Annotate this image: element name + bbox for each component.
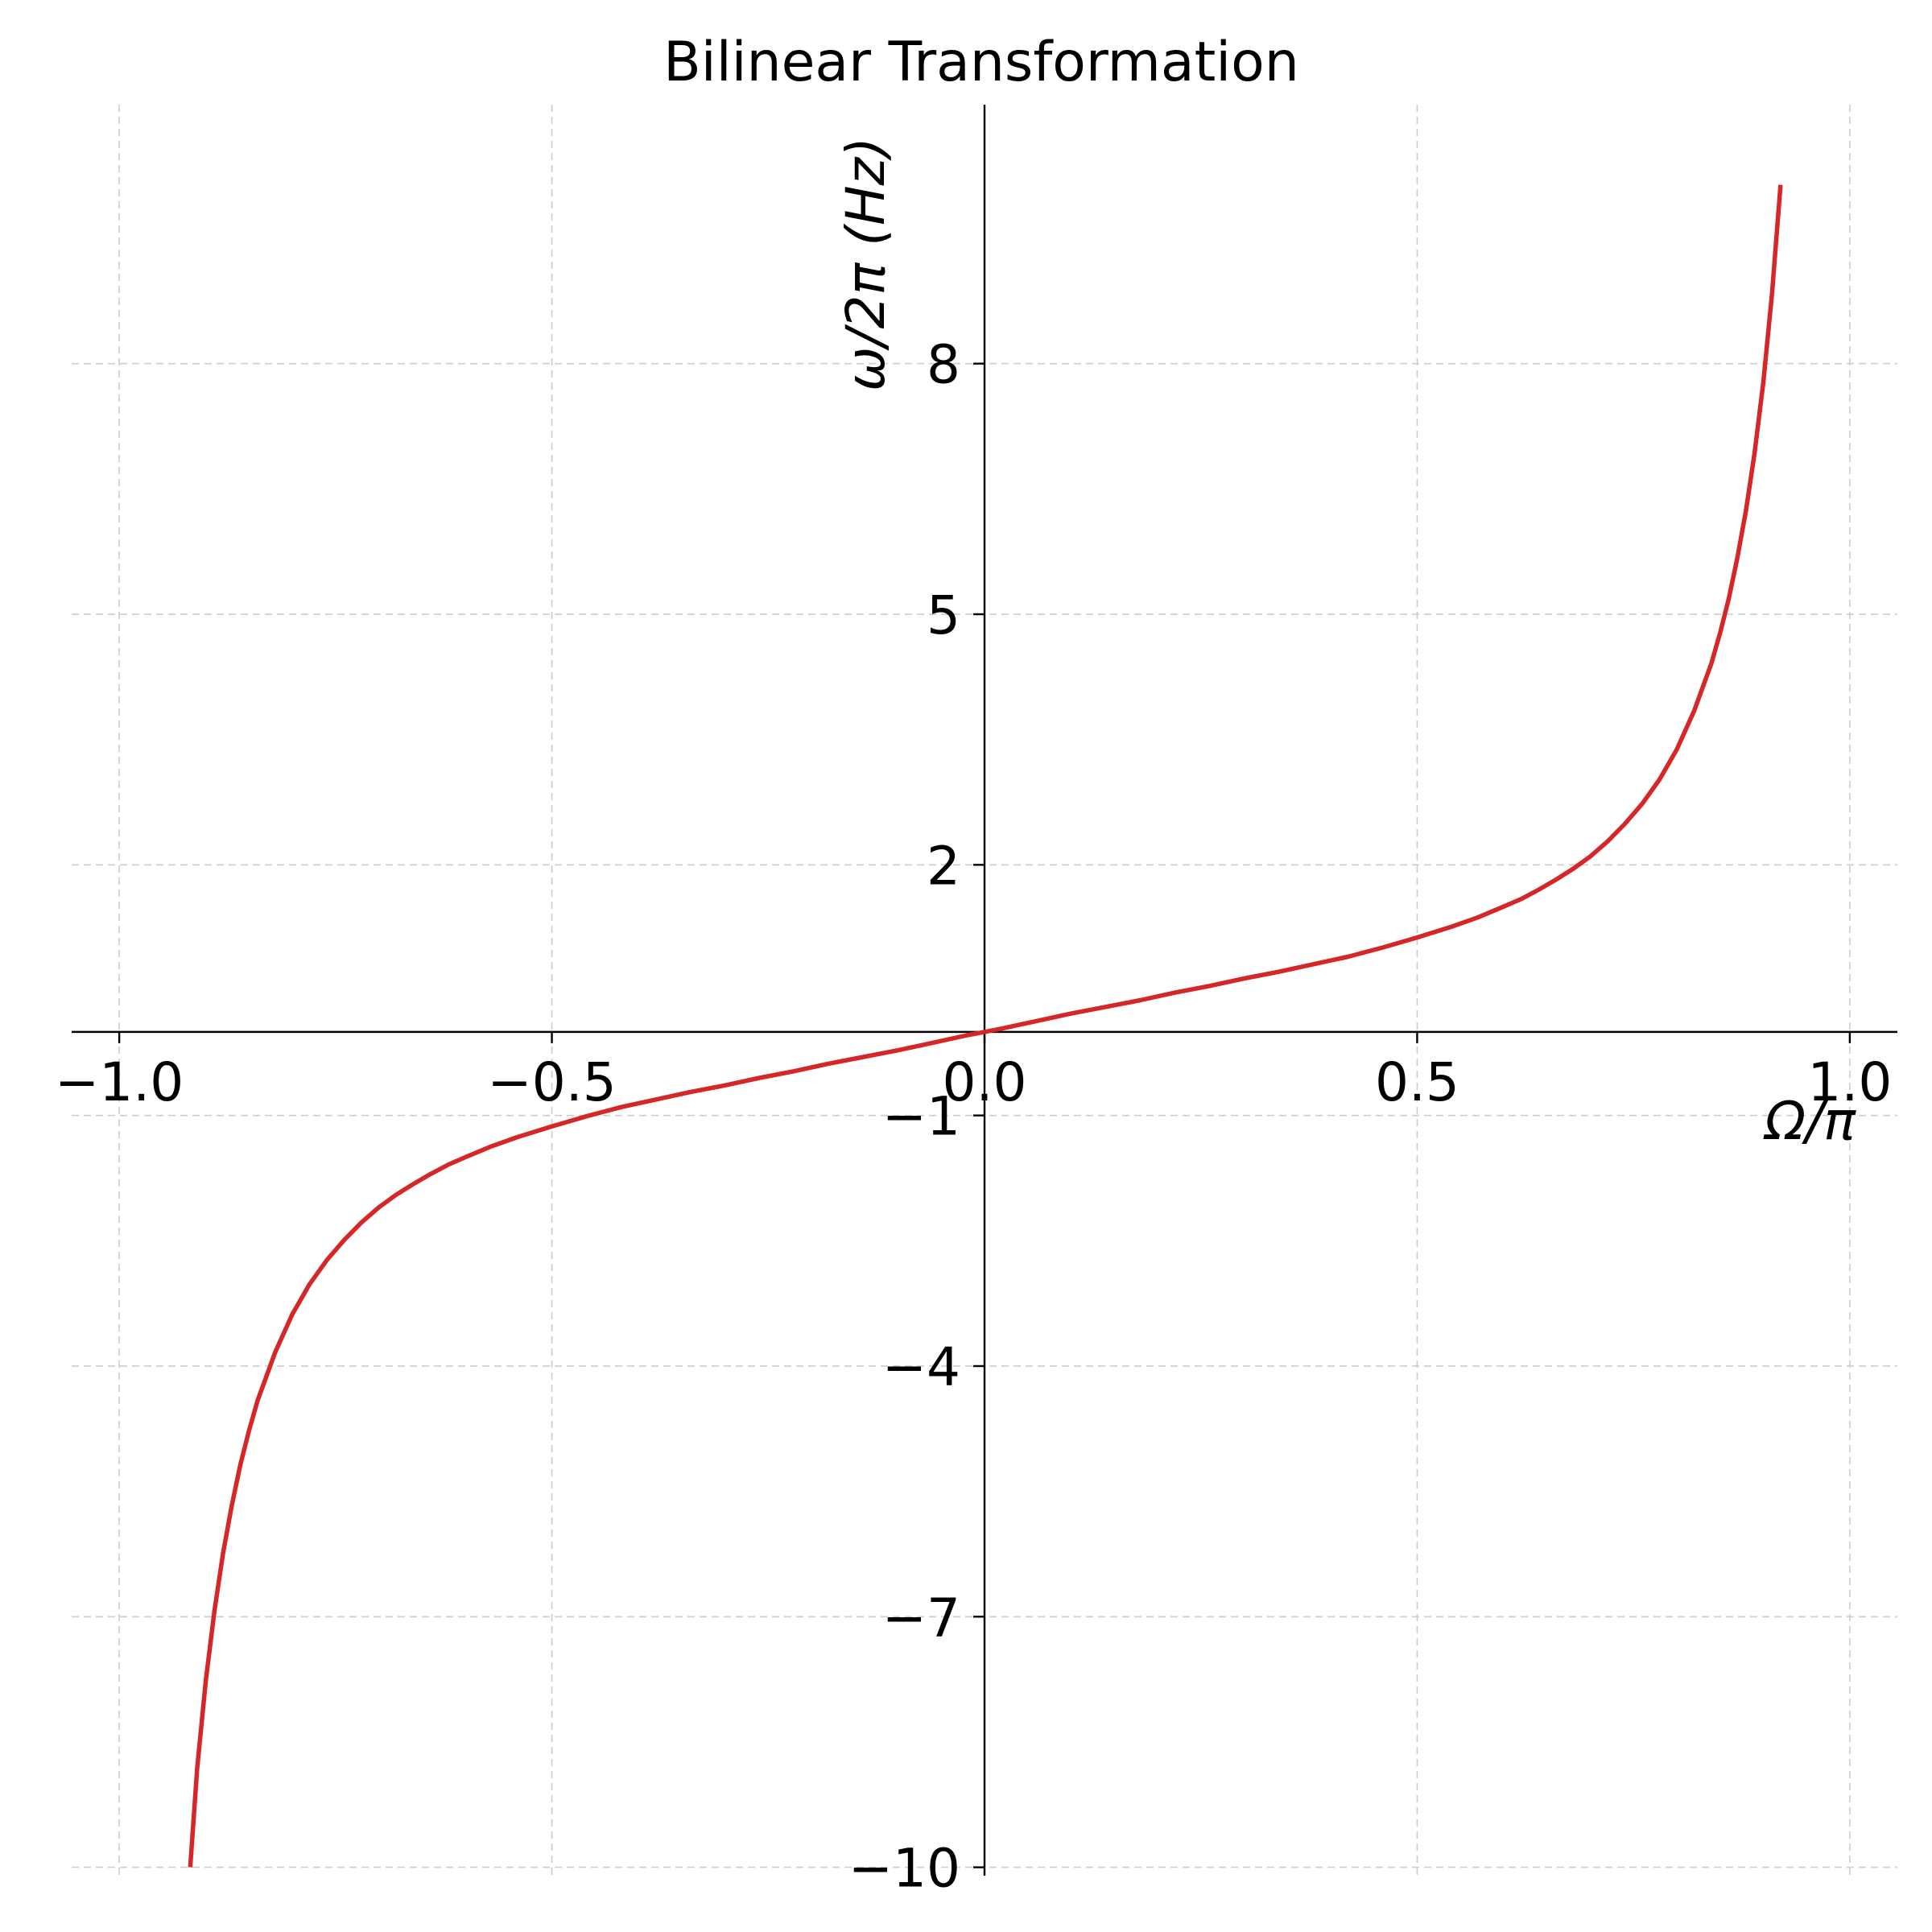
- y-axis-ticks: −10 −7 −4 −1 2 5 8: [848, 334, 985, 1900]
- x-tick-label: 0.5: [1375, 1051, 1459, 1113]
- y-tick-label: 2: [927, 835, 960, 897]
- y-tick-label: −10: [848, 1838, 960, 1900]
- x-axis-label: Ω/π: [1763, 1090, 1857, 1152]
- axes: [72, 105, 1897, 1876]
- series-group: [188, 184, 1783, 1868]
- series-line: [188, 184, 1783, 1868]
- x-axis-ticks: −1.0 −0.5 0.0 0.5 1.0: [55, 1031, 1892, 1113]
- x-tick-label: 0.0: [943, 1051, 1027, 1113]
- y-tick-label: −7: [882, 1587, 960, 1649]
- chart-title: Bilinear Transformation: [663, 31, 1299, 94]
- y-tick-label: 8: [927, 334, 960, 396]
- y-tick-label: −1: [882, 1086, 960, 1148]
- x-tick-label: 1.0: [1807, 1051, 1892, 1113]
- y-axis-label: ω/2π (Hz): [835, 137, 897, 391]
- x-tick-label: −0.5: [487, 1051, 616, 1113]
- y-tick-label: 5: [927, 584, 960, 646]
- y-tick-label: −4: [882, 1336, 960, 1398]
- x-tick-label: −1.0: [55, 1051, 184, 1113]
